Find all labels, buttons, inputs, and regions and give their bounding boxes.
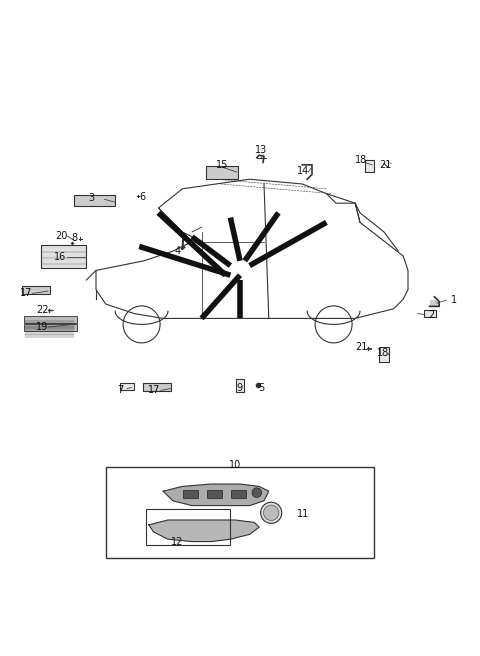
Text: 10: 10	[229, 460, 241, 470]
Bar	[24, 324, 77, 331]
Bar	[24, 316, 77, 323]
Circle shape	[264, 505, 279, 520]
Text: 7: 7	[117, 385, 123, 396]
Text: 17: 17	[148, 385, 161, 396]
Bar	[143, 382, 171, 392]
Bar	[231, 490, 246, 499]
Text: 20: 20	[55, 231, 68, 241]
Bar	[183, 490, 198, 499]
Bar	[41, 245, 86, 268]
Bar	[236, 379, 244, 392]
Text: 14: 14	[297, 165, 310, 176]
Text: 18: 18	[355, 155, 367, 165]
Text: 13: 13	[254, 146, 267, 155]
Bar	[106, 467, 374, 558]
Text: 21: 21	[379, 160, 392, 170]
Text: 22: 22	[36, 305, 48, 315]
Circle shape	[252, 488, 262, 497]
Text: 12: 12	[171, 537, 184, 546]
Bar	[146, 509, 230, 545]
Bar	[206, 166, 238, 179]
Text: 15: 15	[216, 160, 228, 170]
Bar	[120, 383, 134, 390]
Text: 1: 1	[451, 295, 456, 305]
Polygon shape	[149, 520, 259, 542]
Bar	[379, 347, 389, 361]
Bar	[365, 160, 374, 172]
Polygon shape	[163, 484, 269, 506]
Text: 19: 19	[36, 322, 48, 332]
Text: 11: 11	[297, 509, 310, 520]
Polygon shape	[430, 300, 439, 308]
Text: 2: 2	[428, 310, 434, 319]
Bar	[22, 286, 50, 295]
Text: 5: 5	[258, 383, 265, 393]
Bar	[207, 490, 222, 499]
Text: 6: 6	[140, 192, 145, 203]
Text: 18: 18	[377, 348, 389, 358]
Circle shape	[261, 502, 282, 523]
Text: 16: 16	[54, 252, 66, 262]
Text: 9: 9	[236, 383, 242, 393]
Bar	[424, 310, 436, 318]
Text: 4: 4	[175, 246, 180, 256]
Bar	[74, 195, 115, 205]
Text: 21: 21	[355, 342, 367, 352]
Text: 3: 3	[88, 194, 94, 203]
Text: 8: 8	[72, 233, 77, 243]
Text: 17: 17	[20, 289, 33, 298]
